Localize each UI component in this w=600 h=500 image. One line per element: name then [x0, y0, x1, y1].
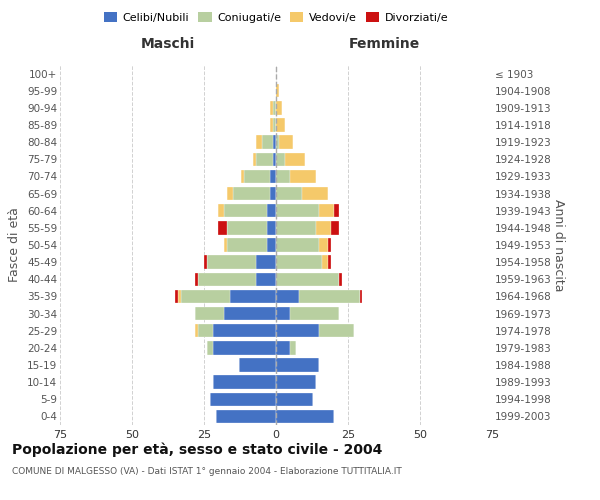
Bar — [276, 392, 313, 406]
Bar — [212, 341, 276, 354]
Bar — [215, 410, 276, 423]
Bar — [276, 84, 279, 98]
Bar — [270, 187, 276, 200]
Bar — [359, 290, 362, 303]
Bar — [224, 238, 227, 252]
Bar — [276, 170, 290, 183]
Bar — [276, 136, 279, 149]
Bar — [198, 272, 256, 286]
Bar — [244, 170, 270, 183]
Bar — [319, 238, 328, 252]
Bar — [273, 136, 276, 149]
Bar — [290, 341, 296, 354]
Bar — [256, 152, 273, 166]
Bar — [273, 118, 276, 132]
Text: Femmine: Femmine — [349, 38, 419, 52]
Bar — [328, 256, 331, 269]
Bar — [284, 152, 305, 166]
Bar — [276, 187, 302, 200]
Bar — [178, 290, 181, 303]
Bar — [218, 221, 227, 234]
Bar — [331, 221, 340, 234]
Bar — [233, 187, 270, 200]
Text: Popolazione per età, sesso e stato civile - 2004: Popolazione per età, sesso e stato civil… — [12, 442, 382, 457]
Bar — [224, 307, 276, 320]
Bar — [239, 358, 276, 372]
Bar — [276, 221, 316, 234]
Bar — [290, 170, 316, 183]
Bar — [276, 290, 299, 303]
Bar — [181, 290, 230, 303]
Bar — [230, 290, 276, 303]
Bar — [210, 392, 276, 406]
Bar — [276, 358, 319, 372]
Bar — [241, 170, 244, 183]
Bar — [273, 152, 276, 166]
Bar — [256, 272, 276, 286]
Bar — [227, 221, 268, 234]
Bar — [276, 152, 284, 166]
Bar — [299, 290, 359, 303]
Bar — [316, 221, 331, 234]
Bar — [253, 152, 256, 166]
Text: Maschi: Maschi — [141, 38, 195, 52]
Bar — [207, 341, 212, 354]
Bar — [276, 118, 284, 132]
Bar — [276, 376, 316, 389]
Bar — [224, 204, 268, 218]
Bar — [227, 238, 268, 252]
Bar — [256, 136, 262, 149]
Bar — [276, 272, 340, 286]
Legend: Celibi/Nubili, Coniugati/e, Vedovi/e, Divorziati/e: Celibi/Nubili, Coniugati/e, Vedovi/e, Di… — [100, 8, 452, 28]
Bar — [302, 187, 328, 200]
Bar — [268, 204, 276, 218]
Bar — [276, 341, 290, 354]
Bar — [276, 256, 322, 269]
Bar — [256, 256, 276, 269]
Bar — [319, 324, 354, 338]
Bar — [270, 101, 273, 114]
Bar — [322, 256, 328, 269]
Bar — [196, 324, 198, 338]
Bar — [270, 118, 273, 132]
Bar — [207, 256, 256, 269]
Bar — [279, 136, 293, 149]
Bar — [218, 204, 224, 218]
Bar — [276, 238, 319, 252]
Bar — [204, 256, 207, 269]
Bar — [196, 307, 224, 320]
Bar — [198, 324, 212, 338]
Bar — [276, 204, 319, 218]
Bar — [328, 238, 331, 252]
Bar — [227, 187, 233, 200]
Bar — [270, 170, 276, 183]
Bar — [175, 290, 178, 303]
Bar — [276, 410, 334, 423]
Bar — [340, 272, 342, 286]
Bar — [196, 272, 198, 286]
Bar — [319, 204, 334, 218]
Bar — [273, 101, 276, 114]
Bar — [276, 324, 319, 338]
Bar — [276, 101, 282, 114]
Bar — [212, 324, 276, 338]
Bar — [290, 307, 340, 320]
Bar — [334, 204, 340, 218]
Bar — [212, 376, 276, 389]
Bar — [276, 307, 290, 320]
Bar — [268, 238, 276, 252]
Text: COMUNE DI MALGESSO (VA) - Dati ISTAT 1° gennaio 2004 - Elaborazione TUTTITALIA.I: COMUNE DI MALGESSO (VA) - Dati ISTAT 1° … — [12, 468, 402, 476]
Bar — [268, 221, 276, 234]
Y-axis label: Fasce di età: Fasce di età — [8, 208, 22, 282]
Y-axis label: Anni di nascita: Anni di nascita — [553, 198, 565, 291]
Bar — [262, 136, 273, 149]
